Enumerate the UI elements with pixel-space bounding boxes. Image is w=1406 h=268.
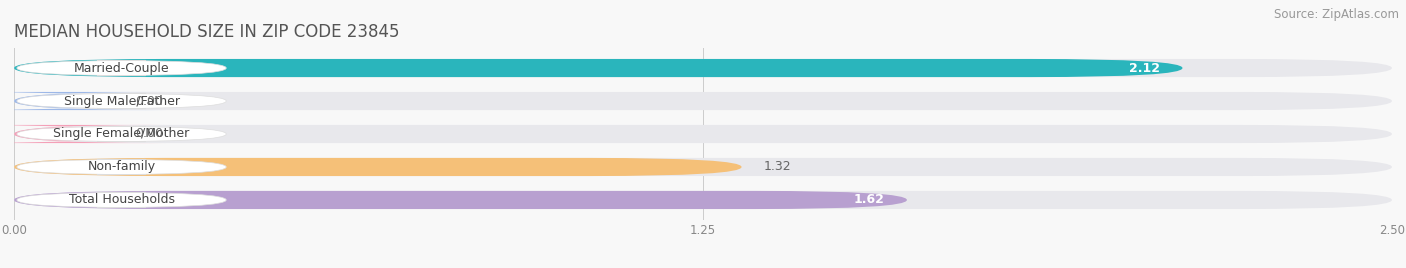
Text: Married-Couple: Married-Couple (73, 62, 169, 75)
FancyBboxPatch shape (14, 191, 1392, 209)
FancyBboxPatch shape (14, 59, 1182, 77)
FancyBboxPatch shape (17, 159, 226, 175)
FancyBboxPatch shape (14, 92, 1392, 110)
FancyBboxPatch shape (14, 158, 1392, 176)
FancyBboxPatch shape (17, 93, 226, 109)
Text: 0.00: 0.00 (135, 95, 163, 107)
FancyBboxPatch shape (17, 126, 226, 142)
FancyBboxPatch shape (17, 60, 226, 76)
Text: 1.32: 1.32 (763, 161, 792, 173)
Text: Non-family: Non-family (87, 161, 156, 173)
FancyBboxPatch shape (0, 92, 166, 110)
Text: 0.00: 0.00 (135, 128, 163, 140)
FancyBboxPatch shape (14, 191, 907, 209)
Text: Total Households: Total Households (69, 193, 174, 206)
Text: MEDIAN HOUSEHOLD SIZE IN ZIP CODE 23845: MEDIAN HOUSEHOLD SIZE IN ZIP CODE 23845 (14, 23, 399, 41)
Text: 1.62: 1.62 (853, 193, 884, 206)
FancyBboxPatch shape (14, 59, 1392, 77)
Text: Single Male/Father: Single Male/Father (63, 95, 180, 107)
Text: Single Female/Mother: Single Female/Mother (53, 128, 190, 140)
FancyBboxPatch shape (14, 158, 741, 176)
Text: Source: ZipAtlas.com: Source: ZipAtlas.com (1274, 8, 1399, 21)
FancyBboxPatch shape (14, 125, 1392, 143)
Text: 2.12: 2.12 (1129, 62, 1160, 75)
FancyBboxPatch shape (17, 192, 226, 208)
FancyBboxPatch shape (0, 125, 166, 143)
